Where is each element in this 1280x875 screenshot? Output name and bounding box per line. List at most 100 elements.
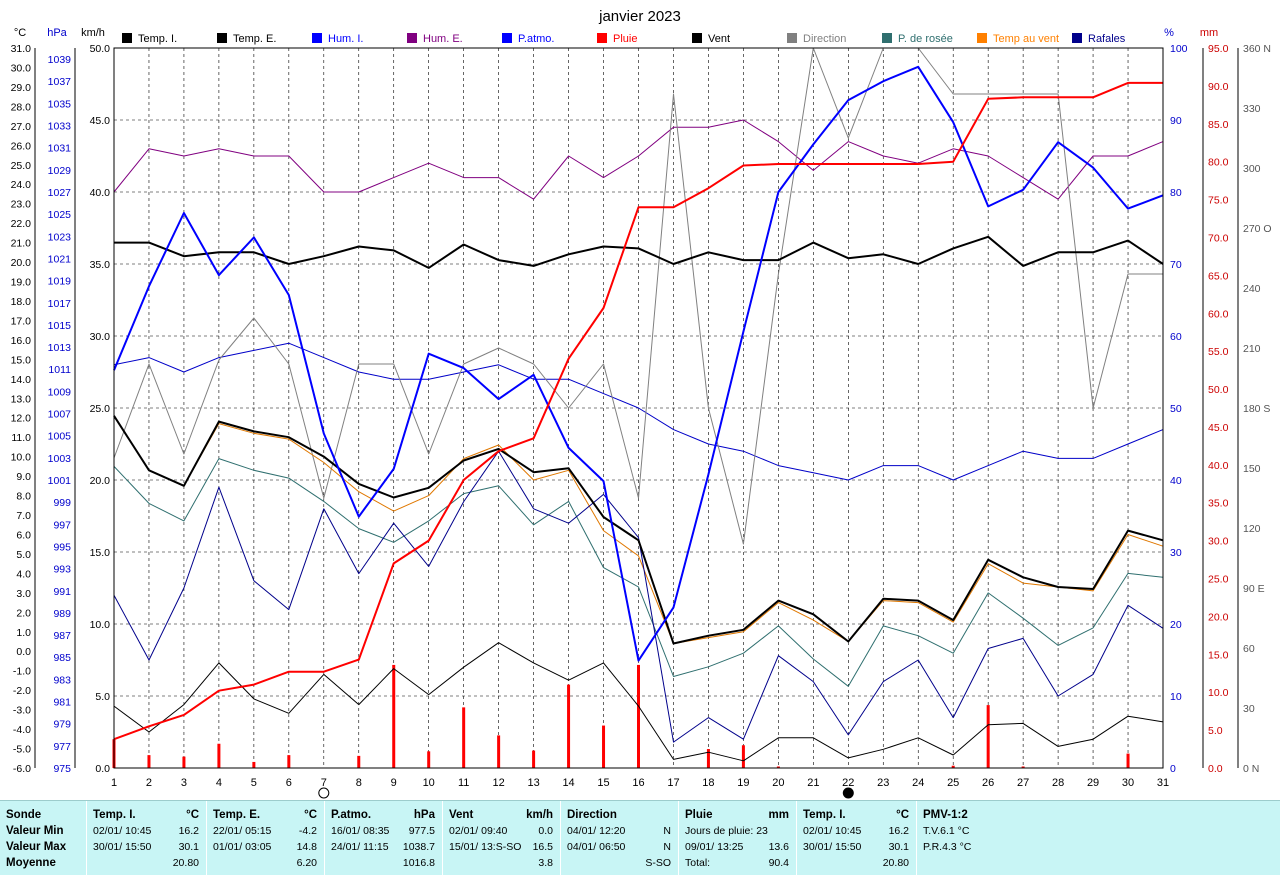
y-tick-rain: 95.0 — [1208, 43, 1229, 55]
stats-pluie-total: 90.4 — [768, 857, 789, 869]
x-tick-label: 16 — [632, 777, 644, 789]
stats-patmo-min: 977.5 — [408, 825, 435, 837]
y-tick-wind: 20.0 — [90, 475, 111, 487]
y-tick-pressure: 987 — [53, 630, 71, 642]
x-tick-label: 3 — [181, 777, 187, 789]
y-tick-pressure: 975 — [53, 763, 71, 775]
x-tick-label: 21 — [807, 777, 819, 789]
axis-unit-humidity: % — [1164, 27, 1174, 39]
y-tick-temp: 22.0 — [11, 218, 32, 230]
y-tick-direction: 360 N — [1243, 43, 1271, 55]
y-tick-temp: 30.0 — [11, 62, 32, 74]
series-temp-au-vent — [113, 415, 1164, 644]
x-tick-label: 13 — [527, 777, 539, 789]
y-tick-temp: -2.0 — [13, 685, 31, 697]
y-tick-rain: 65.0 — [1208, 270, 1229, 282]
x-tick-label: 4 — [216, 777, 222, 789]
stats-direction-avg: S-SO — [645, 857, 671, 869]
y-tick-direction: 60 — [1243, 643, 1255, 655]
moon-phases — [318, 787, 854, 799]
y-tick-humidity: 30 — [1170, 547, 1182, 559]
stats-col-direction: Direction 04/01/ 12:20 N 04/01/ 06:50 N S-… — [560, 801, 677, 875]
y-tick-rain: 60.0 — [1208, 308, 1229, 320]
y-tick-direction: 300 — [1243, 163, 1261, 175]
legend-label: Temp au vent — [993, 33, 1059, 45]
stats-vent-max: 16.5 — [532, 841, 553, 853]
stats-temp-i-max: 30.1 — [178, 841, 199, 853]
x-tick-label: 24 — [912, 777, 924, 789]
y-tick-temp: 31.0 — [11, 43, 32, 55]
y-tick-temp: 23.0 — [11, 199, 32, 211]
rain-bar — [1021, 766, 1025, 768]
stats-temp-i2-max: 30.1 — [888, 841, 909, 853]
y-tick-rain: 80.0 — [1208, 157, 1229, 169]
y-tick-pressure: 1017 — [48, 298, 72, 310]
legend-swatch — [122, 33, 132, 43]
axis-unit-temp: °C — [14, 27, 26, 39]
y-tick-pressure: 997 — [53, 519, 71, 531]
rain-bar — [951, 765, 955, 768]
stats-vent-title: Vent — [449, 809, 474, 821]
y-tick-rain: 25.0 — [1208, 574, 1229, 586]
y-tick-pressure: 1025 — [48, 209, 72, 221]
stats-direction-min: N — [663, 825, 671, 837]
x-tick-label: 6 — [286, 777, 292, 789]
y-tick-direction: 330 — [1243, 103, 1261, 115]
y-tick-temp: 5.0 — [16, 549, 31, 561]
x-tick-label: 26 — [982, 777, 994, 789]
y-tick-pressure: 1031 — [48, 143, 72, 155]
stats-temp-e-min: -4.2 — [298, 825, 317, 837]
y-tick-wind: 40.0 — [90, 187, 111, 199]
series-rafales — [113, 450, 1164, 743]
x-tick-label: 22 — [842, 777, 854, 789]
y-tick-wind: 10.0 — [90, 619, 111, 631]
y-tick-rain: 75.0 — [1208, 195, 1229, 207]
legend-label: Temp. I. — [138, 33, 177, 45]
stats-patmo-unit: hPa — [413, 809, 435, 821]
y-tick-wind: 15.0 — [90, 547, 111, 559]
legend-label: Temp. E. — [233, 33, 276, 45]
y-tick-temp: 25.0 — [11, 160, 32, 172]
y-tick-temp: 20.0 — [11, 257, 32, 269]
legend-label: Direction — [803, 33, 846, 45]
y-tick-pressure: 1001 — [48, 475, 72, 487]
axis-unit-wind: km/h — [81, 27, 105, 39]
y-tick-direction: 270 O — [1243, 223, 1272, 235]
y-tick-temp: 8.0 — [16, 491, 31, 503]
y-tick-temp: 29.0 — [11, 82, 32, 94]
y-tick-rain: 85.0 — [1208, 119, 1229, 131]
stats-temp-e-title: Temp. E. — [213, 809, 261, 821]
x-tick-label: 25 — [947, 777, 959, 789]
stats-temp-i-min-date: 02/01/ 10:45 — [93, 825, 152, 837]
stats-pmv-title: PMV-1:2 — [923, 809, 968, 821]
rain-bar — [706, 749, 710, 768]
y-tick-humidity: 10 — [1170, 691, 1182, 703]
series-p-de-ros-e — [113, 458, 1164, 687]
y-tick-temp: -3.0 — [13, 705, 31, 717]
y-tick-rain: 90.0 — [1208, 81, 1229, 93]
rain-bar — [252, 761, 256, 768]
y-tick-temp: 28.0 — [11, 101, 32, 113]
x-tick-label: 5 — [251, 777, 257, 789]
stats-label-title: Sonde — [6, 809, 42, 821]
stats-temp-e-unit: °C — [304, 809, 317, 821]
y-tick-temp: -1.0 — [13, 666, 31, 678]
chart-title: janvier 2023 — [598, 8, 681, 25]
legend-label: Hum. E. — [423, 33, 463, 45]
y-tick-humidity: 20 — [1170, 619, 1182, 631]
stats-row-labels: Sonde Valeur Min Valeur Max Moyenne — [0, 801, 84, 875]
y-tick-pressure: 1037 — [48, 76, 72, 88]
y-tick-temp: 16.0 — [11, 335, 32, 347]
y-tick-pressure: 993 — [53, 564, 71, 576]
series-temp-e- — [113, 415, 1164, 645]
stats-patmo-max-date: 24/01/ 11:15 — [331, 841, 389, 853]
rain-bar — [637, 664, 640, 768]
legend-label: Vent — [708, 33, 730, 45]
y-tick-rain: 20.0 — [1208, 611, 1229, 623]
y-tick-temp: 19.0 — [11, 277, 32, 289]
rain-bar — [567, 684, 571, 768]
y-tick-temp: 14.0 — [11, 374, 32, 386]
y-tick-temp: 12.0 — [11, 413, 32, 425]
y-tick-direction: 150 — [1243, 463, 1261, 475]
series-direction — [113, 47, 1163, 545]
